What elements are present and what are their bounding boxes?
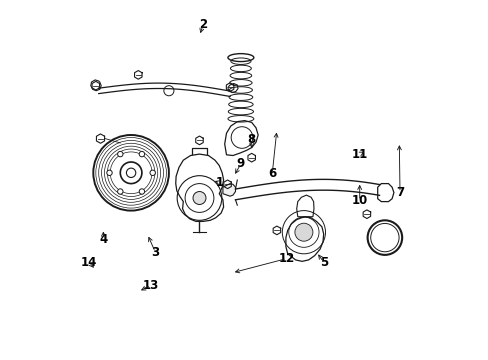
Text: 13: 13 [142,279,159,292]
Circle shape [193,192,205,204]
Circle shape [294,223,312,241]
Text: 8: 8 [247,133,255,146]
Circle shape [117,189,123,194]
Text: 5: 5 [319,256,327,269]
Circle shape [117,152,123,157]
Circle shape [106,170,112,175]
Text: 1: 1 [216,176,224,189]
Circle shape [139,189,144,194]
Text: 11: 11 [351,148,367,161]
Polygon shape [223,184,235,196]
Text: 9: 9 [236,157,244,170]
Text: 10: 10 [351,194,367,207]
Text: 12: 12 [278,252,294,265]
Text: 14: 14 [81,256,97,269]
Text: 2: 2 [199,18,207,31]
Text: 4: 4 [99,233,107,246]
Circle shape [150,170,155,175]
Circle shape [126,168,136,177]
Circle shape [139,152,144,157]
Text: 6: 6 [267,167,276,180]
Text: 3: 3 [151,246,159,258]
Text: 7: 7 [395,186,403,199]
